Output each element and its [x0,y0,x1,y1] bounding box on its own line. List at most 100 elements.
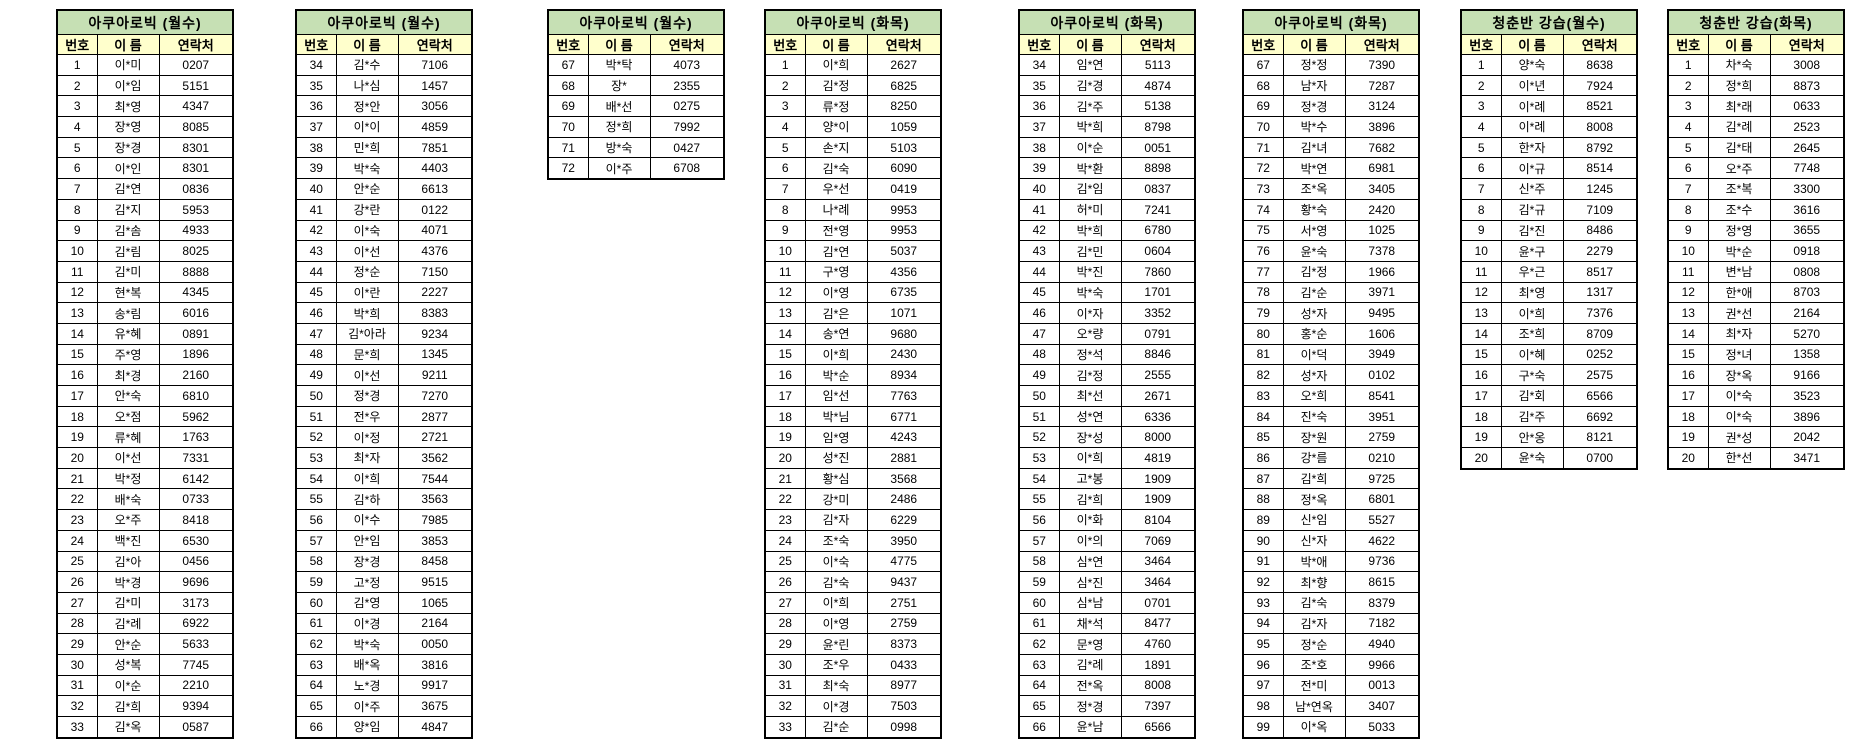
cell-no[interactable]: 72 [1242,157,1284,180]
cell-contact[interactable]: 9495 [1344,302,1420,324]
cell-no[interactable]: 46 [1018,302,1060,324]
cell-name[interactable]: 이*숙 [1707,405,1771,428]
cell-name[interactable]: 손*지 [804,136,868,159]
cell-name[interactable]: 백*진 [96,529,160,552]
cell-contact[interactable]: 9394 [158,695,234,717]
cell-no[interactable]: 49 [1018,364,1060,386]
cell-contact[interactable]: 6810 [158,385,234,407]
cell-name[interactable]: 김*례 [1707,116,1771,138]
cell-no[interactable]: 67 [547,54,589,76]
cell-no[interactable]: 20 [1667,447,1709,470]
cell-name[interactable]: 김*정 [1282,260,1346,283]
cell-name[interactable]: 한*선 [1707,447,1771,470]
cell-contact[interactable]: 7182 [1344,612,1420,635]
col-header-contact[interactable]: 연락처 [866,34,942,55]
cell-contact[interactable]: 7241 [1120,198,1196,221]
col-header-contact[interactable]: 연락처 [158,34,234,55]
cell-name[interactable]: 이*순 [1058,136,1122,159]
table-title[interactable]: 아쿠아로빅 (화목) [1018,9,1196,35]
cell-no[interactable]: 91 [1242,550,1284,573]
cell-name[interactable]: 강*란 [335,198,399,221]
cell-name[interactable]: 김*자 [1282,612,1346,635]
cell-no[interactable]: 63 [295,653,337,676]
cell-contact[interactable]: 4859 [397,116,473,138]
cell-name[interactable]: 김*림 [96,240,160,262]
cell-no[interactable]: 22 [764,488,806,511]
cell-name[interactable]: 한*애 [1707,281,1771,304]
cell-name[interactable]: 정*경 [1058,695,1122,717]
cell-contact[interactable]: 4243 [866,426,942,449]
cell-no[interactable]: 59 [1018,571,1060,593]
cell-contact[interactable]: 9966 [1344,653,1420,676]
cell-name[interactable]: 김*숙 [1282,591,1346,614]
cell-no[interactable]: 12 [764,281,806,304]
cell-contact[interactable]: 9953 [866,219,942,242]
cell-contact[interactable]: 4819 [1120,447,1196,469]
cell-name[interactable]: 서*영 [1282,219,1346,242]
cell-no[interactable]: 55 [1018,488,1060,511]
col-header-no[interactable]: 번호 [56,34,98,55]
cell-contact[interactable]: 6692 [1562,405,1638,428]
cell-contact[interactable]: 4347 [158,95,234,118]
cell-no[interactable]: 66 [1018,715,1060,739]
cell-no[interactable]: 34 [1018,54,1060,76]
cell-contact[interactable]: 1909 [1120,467,1196,490]
cell-name[interactable]: 홍*순 [1282,322,1346,345]
cell-no[interactable]: 31 [56,674,98,697]
cell-no[interactable]: 71 [1242,136,1284,159]
cell-contact[interactable]: 5138 [1120,95,1196,118]
cell-no[interactable]: 89 [1242,509,1284,531]
cell-contact[interactable]: 7331 [158,447,234,469]
cell-no[interactable]: 69 [1242,95,1284,118]
cell-name[interactable]: 진*숙 [1282,405,1346,428]
cell-name[interactable]: 오*주 [96,509,160,531]
cell-contact[interactable]: 8873 [1769,74,1845,97]
cell-name[interactable]: 이*혜 [1500,343,1564,366]
cell-contact[interactable]: 7397 [1120,695,1196,717]
cell-name[interactable]: 민*희 [335,136,399,159]
cell-no[interactable]: 96 [1242,653,1284,676]
cell-contact[interactable]: 3056 [397,95,473,118]
cell-name[interactable]: 안*순 [335,178,399,200]
cell-name[interactable]: 송*연 [804,322,868,345]
cell-contact[interactable]: 3675 [397,695,473,717]
cell-no[interactable]: 68 [1242,74,1284,97]
cell-name[interactable]: 정*옥 [1282,488,1346,511]
cell-name[interactable]: 전*미 [1282,674,1346,697]
cell-name[interactable]: 류*정 [804,95,868,118]
cell-name[interactable]: 박*탁 [587,54,651,76]
cell-contact[interactable]: 0210 [1344,447,1420,469]
cell-no[interactable]: 54 [1018,467,1060,490]
cell-name[interactable]: 성*복 [96,653,160,676]
cell-no[interactable]: 20 [1460,447,1502,470]
cell-no[interactable]: 53 [295,447,337,469]
cell-contact[interactable]: 8373 [866,633,942,655]
cell-name[interactable]: 정*순 [1282,633,1346,655]
cell-contact[interactable]: 1909 [1120,488,1196,511]
cell-contact[interactable]: 8121 [1562,426,1638,449]
cell-no[interactable]: 45 [1018,281,1060,304]
cell-contact[interactable]: 6613 [397,178,473,200]
cell-name[interactable]: 최*향 [1282,571,1346,593]
cell-no[interactable]: 67 [1242,54,1284,76]
cell-no[interactable]: 77 [1242,260,1284,283]
cell-name[interactable]: 박*희 [335,302,399,324]
cell-no[interactable]: 4 [1460,116,1502,138]
cell-name[interactable]: 박*연 [1282,157,1346,180]
col-header-name[interactable]: 이 름 [96,34,160,55]
cell-no[interactable]: 49 [295,364,337,386]
cell-contact[interactable]: 3464 [1120,550,1196,573]
cell-no[interactable]: 72 [547,157,589,180]
cell-no[interactable]: 29 [764,633,806,655]
cell-no[interactable]: 62 [1018,633,1060,655]
cell-contact[interactable]: 1896 [158,343,234,366]
cell-no[interactable]: 38 [295,136,337,159]
cell-contact[interactable]: 0051 [1120,136,1196,159]
cell-name[interactable]: 임*선 [804,385,868,407]
cell-contact[interactable]: 2523 [1769,116,1845,138]
cell-no[interactable]: 98 [1242,695,1284,717]
cell-contact[interactable]: 6336 [1120,405,1196,428]
cell-contact[interactable]: 8703 [1769,281,1845,304]
cell-contact[interactable]: 4940 [1344,633,1420,655]
cell-contact[interactable]: 8379 [1344,591,1420,614]
